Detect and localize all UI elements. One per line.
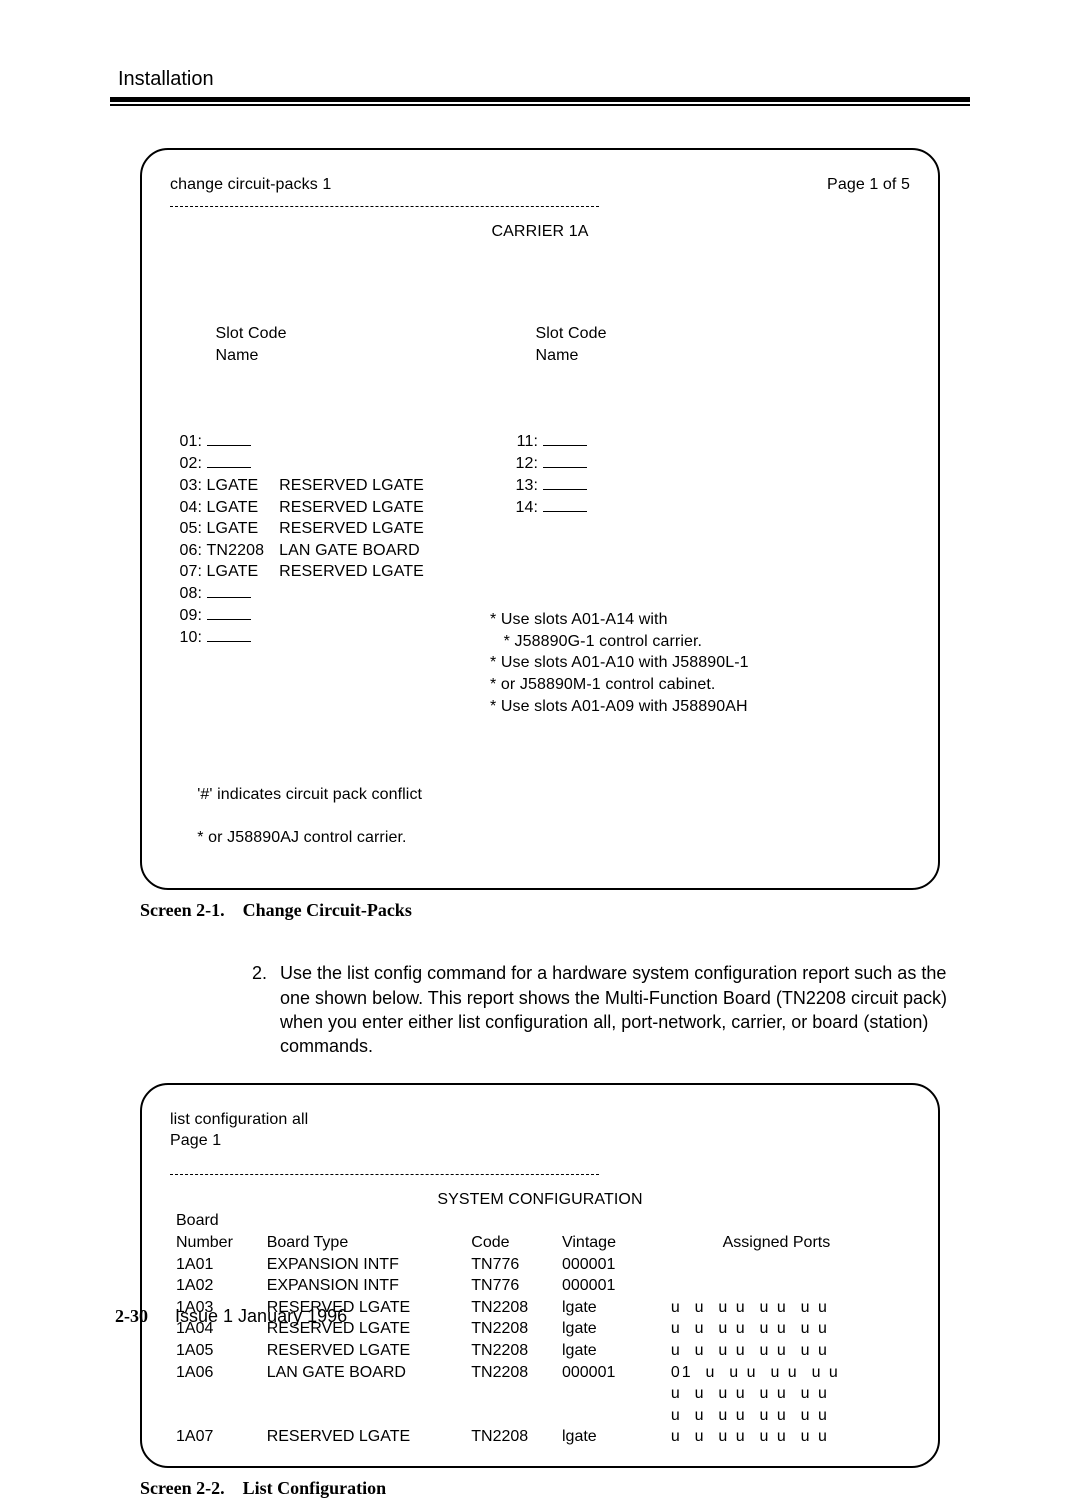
col-type: Board Type [261,1232,466,1254]
screen1-caption-text: Change Circuit-Packs [243,900,412,920]
screen2-separator [170,1174,599,1175]
screen1-carrier-label: CARRIER 1A [170,221,910,243]
table-row: 1A07RESERVED LGATETN2208lgateu u u u u u… [170,1426,910,1448]
screen1-left-row: 03: LGATE RESERVED LGATE [170,475,490,497]
screen1-box: change circuit-packs 1 Page 1 of 5 CARRI… [140,148,940,890]
screen2-caption: Screen 2-2. List Configuration [110,1478,970,1499]
screen1-note: * Use slots A01-A14 with [490,609,910,631]
screen1-note: * Use slots A01-A09 with J58890AH [490,696,910,718]
table-row: u u u u u u u u [170,1383,910,1405]
instruction-step: 2.Use the list config command for a hard… [110,961,970,1058]
instr-cmd2: list configuration all, port-network, ca… [458,1012,786,1032]
screen1-page-label: Page 1 of 5 [690,174,910,196]
screen1-note: * J58890G-1 control carrier. [490,631,910,653]
screen1-cmd: change circuit-packs 1 [170,174,690,196]
screen1-left-row: 04: LGATE RESERVED LGATE [170,497,490,519]
col-vintage: Vintage [556,1232,643,1254]
screen1-note: * Use slots A01-A10 with J58890L-1 [490,652,910,674]
screen1-left-column: Slot Code Name 01: 02: 03: LGATE RESERVE… [170,258,490,760]
page-number: 2-30 [115,1306,148,1326]
screen1-left-row: 02: [170,453,490,475]
table-row: 1A02EXPANSION INTFTN776000001 [170,1275,910,1297]
screen1-right-row: 13: [490,475,910,497]
table-row: 1A01EXPANSION INTFTN776000001 [170,1254,910,1276]
screen1-separator [170,206,599,207]
header-rule-thin [110,104,970,106]
screen1-footer-right: * or J58890AJ control carrier. [197,829,406,846]
col-header-name: Name [215,347,258,364]
screen2-page-label: Page 1 [170,1130,910,1152]
instr-cmd1: list config [347,963,422,983]
screen2-cmd: list configuration all [170,1109,910,1131]
col-code: Code [465,1232,556,1254]
section-title: Installation [110,68,970,91]
issue-text: Issue 1 January 1996 [175,1306,347,1326]
screen1-left-row: 08: [170,583,490,605]
header-rule-thick [110,97,970,102]
col-ports: Assigned Ports [643,1232,910,1254]
page-footer: 2-30 Issue 1 January 1996 [115,1306,347,1327]
screen1-caption-label: Screen 2-1. [140,900,225,920]
table-row: 1A06LAN GATE BOARDTN220800000101 u u u u… [170,1362,910,1384]
screen1-right-row: 12: [490,453,910,475]
screen2-caption-text: List Configuration [243,1478,387,1498]
header-prefix: Board [170,1210,261,1232]
screen1-footer-left: '#' indicates circuit pack conflict [197,786,422,803]
col-number: Number [170,1232,261,1254]
col-header-name-r: Name [535,347,578,364]
screen1-right-column: Slot Code Name 11: 12: 13: 14: * Use slo… [490,258,910,760]
col-header-slot: Slot Code [215,323,305,345]
screen2-caption-label: Screen 2-2. [140,1478,225,1498]
instr-text-c: or [786,1012,812,1032]
instr-cmd3: board [812,1012,858,1032]
table-row: 1A05RESERVED LGATETN2208lgateu u u u u u… [170,1340,910,1362]
screen1-left-row: 07: LGATE RESERVED LGATE [170,561,490,583]
screen1-note: * or J58890M-1 control cabinet. [490,674,910,696]
header-block: Installation [110,68,970,106]
screen1-left-row: 06: TN2208 LAN GATE BOARD [170,540,490,562]
screen2-title: SYSTEM CONFIGURATION [170,1189,910,1211]
screen1-right-row: 14: [490,497,910,519]
screen2-table: Board Number Board Type Code Vintage Ass… [170,1210,910,1448]
screen1-left-row: 01: [170,431,490,453]
instruction-number: 2. [252,961,280,985]
screen1-caption: Screen 2-1. Change Circuit-Packs [110,900,970,921]
screen1-right-row: 11: [490,431,910,453]
col-header-slot-r: Slot Code [535,323,635,345]
screen1-left-row: 05: LGATE RESERVED LGATE [170,518,490,540]
screen1-left-row: 09: [170,605,490,627]
table-row: u u u u u u u u [170,1405,910,1427]
instr-text-a: Use the [280,963,347,983]
screen1-left-row: 10: [170,627,490,649]
screen2-box: list configuration all Page 1 SYSTEM CON… [140,1083,940,1468]
